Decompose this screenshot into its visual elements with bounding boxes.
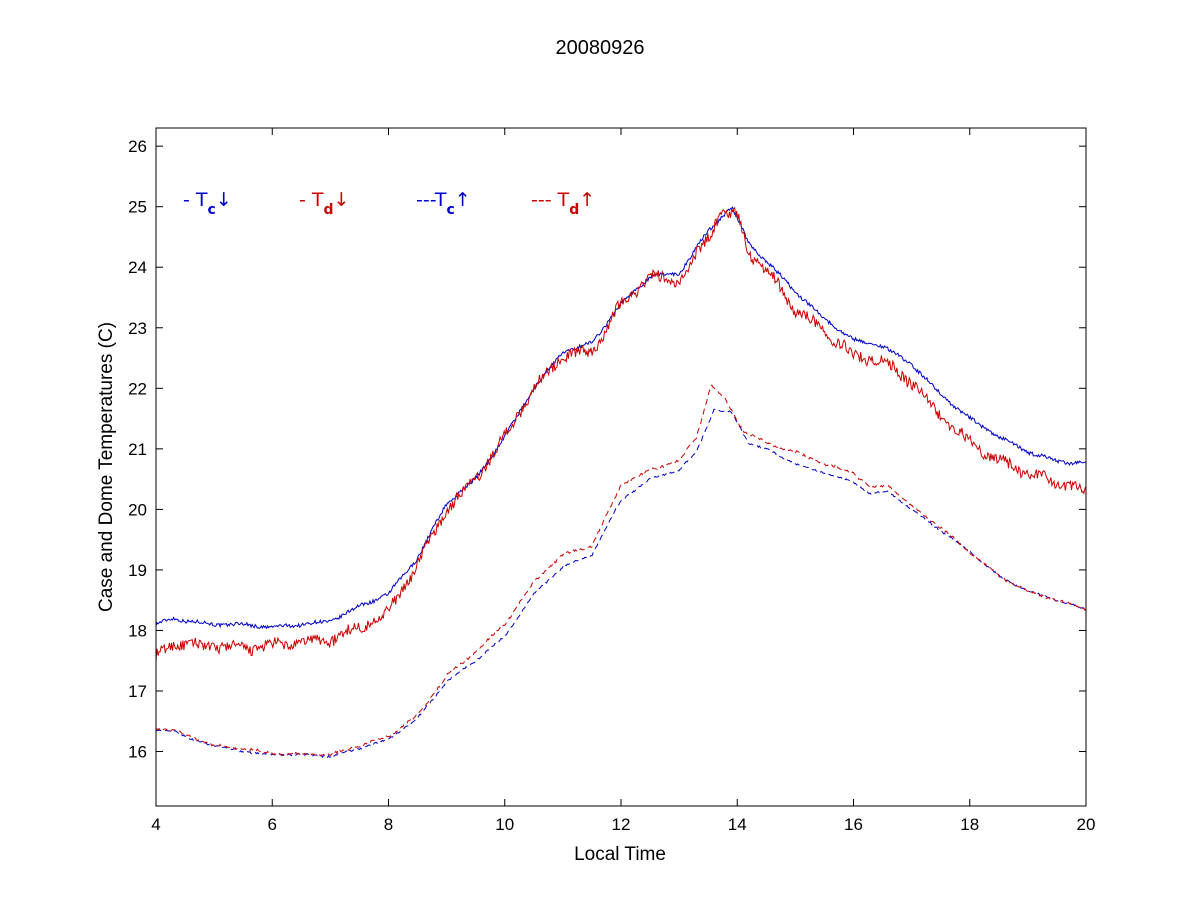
legend-item-3: --- Td↑ (531, 189, 595, 218)
x-axis-title: Local Time (574, 844, 666, 865)
y-tick-label-7: 23 (128, 319, 147, 338)
legend-arrow-1: ↓ (334, 189, 350, 211)
y-axis-title: Case and Dome Temperatures (C) (96, 322, 117, 612)
legend-sub-3: d (569, 202, 579, 218)
x-tick-label-6: 16 (844, 815, 863, 834)
axes-group: 4 6 8 10 12 14 16 18 20 16 17 18 19 20 21 22 23 24 25 26 (128, 128, 1095, 834)
plot-series-group (155, 206, 1087, 759)
legend-item-1: - Td↓ (299, 189, 349, 218)
x-tick-label-0: 4 (151, 815, 160, 834)
y-tick-label-10: 26 (128, 137, 147, 156)
series-line-1 (155, 206, 1087, 661)
x-tick-label-3: 10 (495, 815, 514, 834)
y-tick-label-0: 16 (128, 743, 147, 762)
legend: - Tc↓ - Td↓ ---Tc↑ --- Td↑ (183, 189, 595, 218)
series-line-2 (155, 408, 1087, 759)
x-tick-label-5: 14 (728, 815, 747, 834)
chart-title: 20080926 (556, 37, 645, 59)
plot-frame (155, 127, 1087, 807)
y-tick-label-9: 25 (128, 198, 147, 217)
legend-prefix-1: - T (299, 189, 324, 211)
legend-sub-1: d (324, 202, 334, 218)
legend-sub-2: c (446, 202, 454, 218)
legend-item-2: ---Tc↑ (416, 189, 471, 218)
x-tick-label-8: 20 (1077, 815, 1096, 834)
x-tick-label-2: 8 (384, 815, 393, 834)
y-tick-label-8: 24 (128, 258, 147, 277)
y-tick-label-1: 17 (128, 682, 147, 701)
legend-arrow-3: ↑ (579, 189, 595, 211)
y-tick-label-5: 21 (128, 440, 147, 459)
x-tick-label-1: 6 (268, 815, 277, 834)
legend-prefix-0: - T (183, 189, 208, 211)
x-tick-label-4: 12 (612, 815, 631, 834)
y-tick-label-6: 22 (128, 379, 147, 398)
series-line-0 (155, 206, 1087, 630)
legend-prefix-2: ---T (416, 189, 447, 211)
y-tick-label-3: 19 (128, 561, 147, 580)
legend-arrow-0: ↓ (216, 189, 232, 211)
legend-sub-0: c (208, 202, 216, 218)
legend-arrow-2: ↑ (455, 189, 471, 211)
y-tick-label-4: 20 (128, 500, 147, 519)
x-tick-label-7: 18 (960, 815, 979, 834)
y-tick-label-2: 18 (128, 621, 147, 640)
series-line-3 (155, 384, 1087, 757)
legend-prefix-3: --- T (531, 189, 570, 211)
legend-item-0: - Tc↓ (183, 189, 232, 218)
